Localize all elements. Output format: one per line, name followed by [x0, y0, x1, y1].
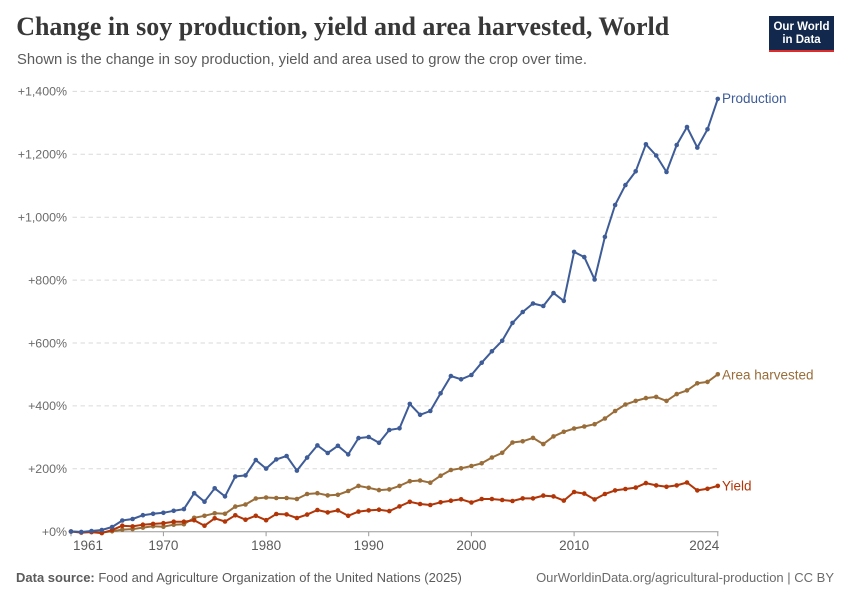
svg-text:Yield: Yield — [722, 479, 752, 494]
svg-text:+1,400%: +1,400% — [18, 85, 67, 99]
svg-text:Production: Production — [722, 91, 787, 106]
svg-text:+1,200%: +1,200% — [18, 148, 67, 162]
svg-text:+1,000%: +1,000% — [18, 211, 67, 225]
svg-text:2024: 2024 — [689, 538, 720, 553]
svg-text:1980: 1980 — [251, 538, 281, 553]
svg-text:+800%: +800% — [28, 273, 67, 287]
svg-text:Area harvested: Area harvested — [722, 368, 814, 383]
svg-text:+400%: +400% — [28, 399, 67, 413]
svg-text:1961: 1961 — [73, 538, 103, 553]
svg-text:+200%: +200% — [28, 462, 67, 476]
svg-text:+0%: +0% — [42, 525, 67, 539]
svg-text:1990: 1990 — [354, 538, 384, 553]
svg-text:2000: 2000 — [456, 538, 486, 553]
svg-text:+600%: +600% — [28, 336, 67, 350]
svg-text:2010: 2010 — [559, 538, 589, 553]
svg-text:1970: 1970 — [148, 538, 178, 553]
